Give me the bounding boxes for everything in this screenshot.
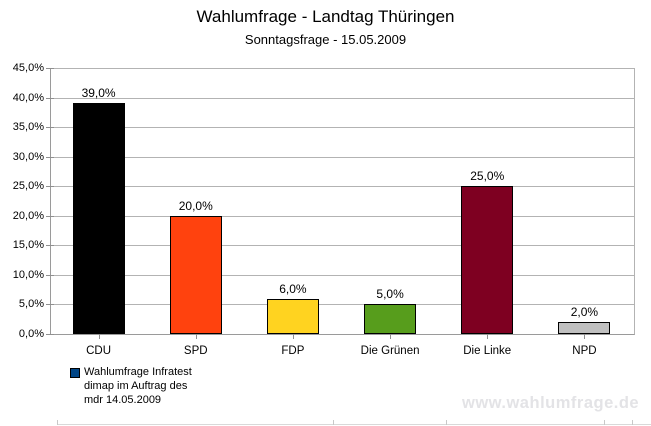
y-axis-tick xyxy=(46,186,54,188)
bar-die-grünen xyxy=(364,304,417,334)
y-axis-tick-label: 30,0% xyxy=(12,150,44,163)
x-axis-category-label: CDU xyxy=(86,345,112,357)
watermark: www.wahlumfrage.de xyxy=(462,394,640,412)
y-axis-tick xyxy=(46,274,54,276)
y-axis-tick xyxy=(46,97,54,99)
x-axis-tick xyxy=(390,334,392,339)
bar-value-label: 6,0% xyxy=(279,281,307,296)
legend-text-line: Wahlumfrage Infratest xyxy=(84,366,192,378)
bar-die-linke xyxy=(461,186,514,334)
legend-text-line: mdr 14.05.2009 xyxy=(84,394,162,406)
bar-spd xyxy=(169,215,222,334)
y-axis-tick xyxy=(46,215,54,217)
y-axis-tick-label: 0,0% xyxy=(18,328,44,340)
gridline xyxy=(51,245,634,247)
x-axis-tick xyxy=(98,334,100,339)
frame-tick xyxy=(446,420,447,425)
bar-value-label: 20,0% xyxy=(178,198,213,213)
y-axis-tick xyxy=(46,245,54,247)
y-axis-tick-label: 25,0% xyxy=(12,180,44,193)
legend-marker-icon xyxy=(70,368,80,378)
plot-area xyxy=(50,68,635,335)
y-axis-tick-label: 45,0% xyxy=(12,62,44,74)
bar-cdu xyxy=(72,103,125,334)
frame-tick xyxy=(604,420,605,425)
x-axis-category-label: SPD xyxy=(183,345,208,357)
chart-subtitle: Sonntagsfrage - 15.05.2009 xyxy=(244,32,407,47)
gridline xyxy=(51,215,634,217)
legend-text-line: dimap im Auftrag des xyxy=(84,380,188,392)
bar-value-label: 2,0% xyxy=(570,305,599,320)
y-axis-tick xyxy=(46,127,54,129)
gridline xyxy=(51,127,634,129)
x-axis-category-label: Die Grünen xyxy=(360,345,420,357)
gridline xyxy=(51,274,634,276)
y-axis-tick-label: 5,0% xyxy=(18,298,44,311)
bar-npd xyxy=(558,322,611,334)
x-axis-tick xyxy=(195,334,197,339)
y-axis-tick xyxy=(46,334,54,335)
frame-tick xyxy=(333,420,334,425)
chart-title: Wahlumfrage - Landtag Thüringen xyxy=(196,7,455,26)
gridline xyxy=(51,304,634,306)
x-axis-tick xyxy=(292,334,294,339)
bar-fdp xyxy=(266,298,319,334)
y-axis-tick-label: 10,0% xyxy=(12,268,44,281)
bar-value-label: 39,0% xyxy=(81,86,116,101)
y-axis-tick-label: 15,0% xyxy=(12,239,44,252)
x-axis-tick xyxy=(487,334,489,339)
bar-value-label: 25,0% xyxy=(470,169,505,184)
y-axis-tick xyxy=(46,304,54,306)
gridline xyxy=(51,68,634,69)
chart-frame-bottom-line xyxy=(57,424,651,425)
y-axis-tick-label: 35,0% xyxy=(12,121,44,134)
frame-tick xyxy=(632,420,633,425)
x-axis-tick xyxy=(584,334,586,339)
bar-value-label: 5,0% xyxy=(376,287,404,302)
legend: Wahlumfrage Infratest dimap im Auftrag d… xyxy=(70,365,192,407)
y-axis-tick-label: 40,0% xyxy=(12,91,44,104)
x-axis-category-label: Die Linke xyxy=(463,345,512,357)
y-axis-tick-label: 20,0% xyxy=(12,209,44,222)
y-axis-tick xyxy=(46,156,54,158)
gridline xyxy=(51,186,634,188)
y-axis-tick xyxy=(46,68,54,69)
gridline xyxy=(51,97,634,99)
frame-tick xyxy=(57,420,58,425)
x-axis-category-label: NPD xyxy=(572,345,597,357)
x-axis-category-label: FDP xyxy=(281,345,305,357)
gridline xyxy=(51,156,634,158)
